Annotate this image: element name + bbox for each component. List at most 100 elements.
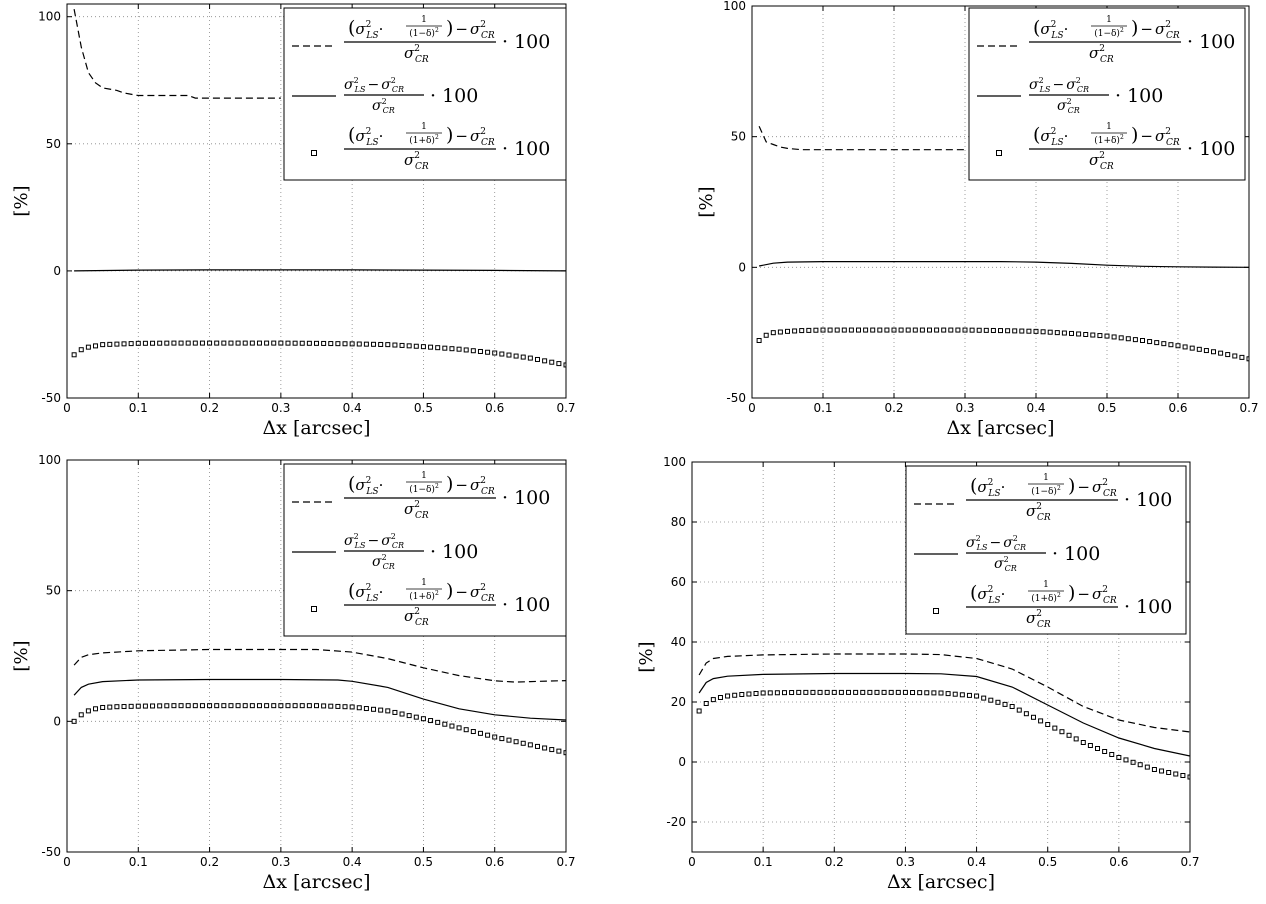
- data-point: [824, 689, 830, 695]
- legend-label-squares: (σ2 LS· 1 (1+δ)2) − σ2 CR σ2 CR · 100: [344, 122, 550, 172]
- data-point: [192, 703, 198, 709]
- data-point: [542, 358, 548, 364]
- legend-label-dashed: (σ2 LS· 1 (1−δ)2) − σ2 CR σ2 CR · 100: [1029, 15, 1235, 65]
- data-point: [1087, 743, 1093, 748]
- legend-multiplier: · 100: [1187, 31, 1235, 53]
- legend-label-dashed: (σ2 LS· 1 (1−δ)2) − σ2 CR σ2 CR · 100: [344, 15, 550, 65]
- data-point: [335, 703, 341, 709]
- data-point: [399, 342, 405, 348]
- legend-small-num: 1: [1106, 122, 1112, 132]
- legend-denominator: σ2 CR: [1057, 97, 1080, 115]
- data-point: [1061, 330, 1067, 336]
- data-point: [1123, 757, 1129, 763]
- data-point: [549, 359, 555, 365]
- data-point: [1026, 328, 1032, 334]
- data-point: [1040, 329, 1046, 335]
- data-point: [827, 327, 833, 333]
- chart-panel-4: 0 0.1 0.2 0.3 0.4 0.5 0.6 0.7 -20 0 20 40 60 80 100 Δx …: [636, 455, 1200, 893]
- data-point: [1012, 328, 1018, 334]
- data-point: [420, 716, 426, 722]
- y-axis-label: [%]: [11, 640, 32, 671]
- legend-label-dashed: (σ2 LS· 1 (1−δ)2) − σ2 CR σ2 CR · 100: [344, 471, 550, 521]
- data-point: [891, 327, 897, 333]
- data-point: [1073, 736, 1079, 742]
- series-dashed: [758, 125, 965, 151]
- data-point: [1030, 714, 1036, 720]
- data-point: [556, 361, 562, 367]
- legend-denominator: σ2 CR: [404, 500, 429, 521]
- data-point: [171, 703, 177, 709]
- data-point: [221, 703, 227, 709]
- legend-denominator: σ2 CR: [1089, 44, 1114, 65]
- data-point: [831, 689, 837, 695]
- data-point: [1239, 354, 1245, 360]
- y-tick-label: -50: [41, 391, 61, 405]
- data-point: [877, 327, 883, 333]
- legend-multiplier: · 100: [1115, 85, 1163, 107]
- data-point: [299, 703, 305, 709]
- data-point: [321, 340, 327, 346]
- data-point: [760, 690, 766, 696]
- data-point: [1211, 349, 1216, 355]
- data-point: [820, 327, 826, 333]
- data-point: [888, 689, 894, 695]
- data-point: [534, 743, 540, 749]
- data-point: [1016, 707, 1022, 713]
- data-point: [121, 341, 127, 347]
- x-tick-label: 0.5: [414, 401, 433, 415]
- data-point: [1080, 740, 1086, 745]
- data-point: [435, 719, 441, 725]
- data-point: [1125, 336, 1131, 342]
- series-group: [696, 653, 1190, 780]
- legend-small-den: (1+δ)2: [1031, 592, 1061, 604]
- legend-multiplier: · 100: [1052, 543, 1100, 565]
- data-point: [314, 340, 319, 346]
- legend-numerator-tail: ) − σ2 CR: [1131, 17, 1180, 41]
- data-point: [93, 343, 99, 349]
- data-point: [955, 327, 961, 333]
- data-point: [207, 340, 213, 346]
- data-point: [470, 348, 476, 354]
- plot-frame: [66, 459, 567, 853]
- data-point: [85, 708, 91, 714]
- data-point: [164, 703, 170, 709]
- data-point: [1045, 722, 1051, 727]
- data-point: [285, 703, 291, 709]
- data-point: [192, 340, 198, 346]
- data-point: [746, 691, 752, 697]
- data-point: [506, 737, 512, 743]
- data-point: [927, 327, 932, 333]
- y-tick-label: 40: [671, 635, 686, 649]
- legend-numerator-tail: ) − σ2 CR: [1068, 475, 1117, 499]
- data-point: [142, 340, 148, 346]
- data-point: [763, 332, 769, 338]
- data-point: [185, 703, 191, 709]
- data-point: [756, 338, 762, 344]
- legend-label-solid: σ2 LS − σ2 CR σ2 CR · 100: [344, 532, 478, 571]
- data-point: [867, 689, 873, 695]
- x-tick-label: 0.1: [129, 855, 148, 869]
- data-point: [1019, 328, 1025, 334]
- data-point: [1182, 344, 1188, 350]
- data-point: [93, 706, 99, 712]
- y-tick-label: 50: [731, 130, 746, 144]
- data-point: [385, 708, 391, 714]
- legend-label-squares: (σ2 LS· 1 (1+δ)2) − σ2 CR σ2 CR · 100: [1029, 122, 1235, 172]
- data-point: [534, 356, 540, 362]
- x-tick-label: 0.5: [414, 855, 433, 869]
- data-point: [838, 689, 844, 695]
- data-point: [1009, 704, 1015, 709]
- x-tick-label: 0.7: [1180, 855, 1199, 869]
- legend-numerator-tail: ) − σ2 CR: [446, 17, 495, 41]
- x-axis-label: Δx [arcsec]: [947, 417, 1055, 439]
- data-point: [770, 330, 776, 336]
- data-point: [799, 328, 805, 334]
- data-point: [349, 704, 355, 710]
- data-point: [114, 704, 120, 710]
- data-point: [100, 704, 106, 710]
- data-point: [413, 714, 419, 720]
- data-point: [1189, 345, 1195, 351]
- y-axis-label: [%]: [696, 186, 717, 217]
- y-tick-label: 0: [678, 755, 686, 769]
- data-point: [976, 327, 982, 333]
